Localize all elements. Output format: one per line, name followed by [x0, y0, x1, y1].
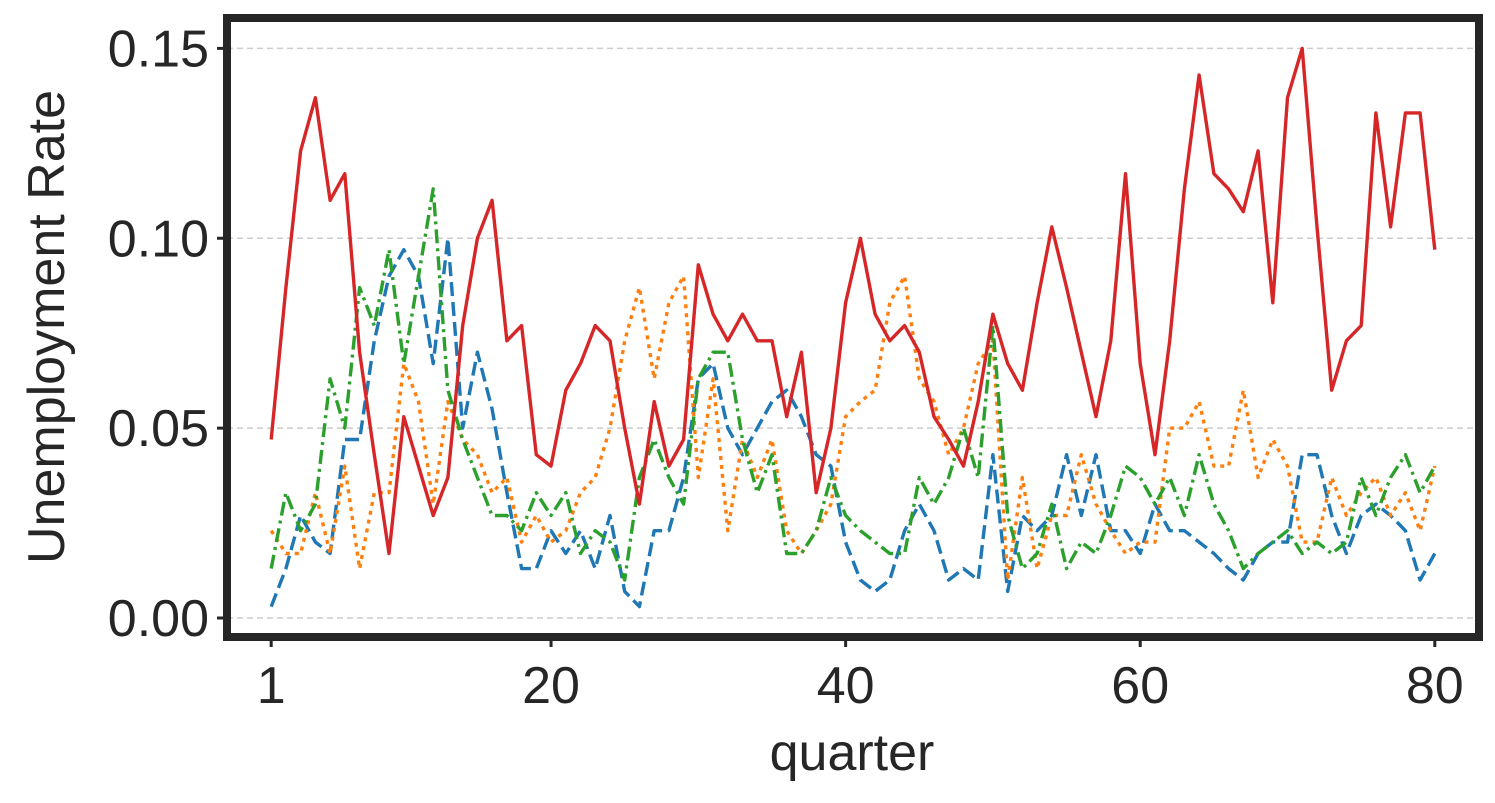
y-tick-label: 0.15	[108, 20, 209, 78]
y-tick-label: 0.05	[108, 400, 209, 458]
series-lines	[269, 46, 1437, 609]
x-tick-label: 20	[522, 657, 580, 715]
x-tick-label: 1	[257, 657, 286, 715]
y-tick-label: 0.00	[108, 590, 209, 648]
series-line-4	[269, 46, 1437, 556]
plot-frame	[223, 14, 1483, 641]
x-tick-label: 60	[1111, 657, 1169, 715]
series-line-3	[269, 187, 1437, 582]
x-axis-title: quarter	[770, 724, 935, 782]
axis-ticks: 0.00 0.05 0.10 0.15 1 20 40 60 80	[108, 20, 1464, 715]
x-tick-label: 40	[817, 657, 875, 715]
y-tick-label: 0.10	[108, 210, 209, 268]
series-line-1	[269, 236, 1437, 609]
y-axis-title: Unemployment Rate	[18, 90, 76, 564]
x-tick-label: 80	[1406, 657, 1464, 715]
gridlines	[227, 47, 1479, 619]
